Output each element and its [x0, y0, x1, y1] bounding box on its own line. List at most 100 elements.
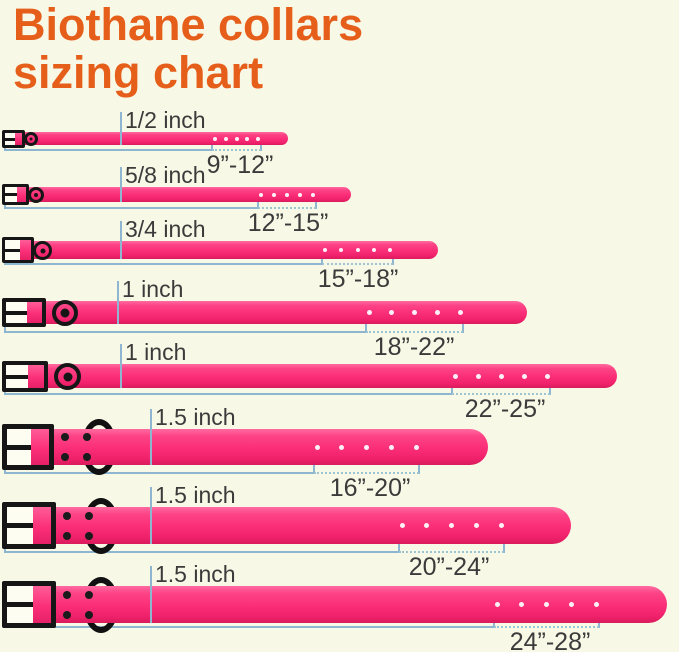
length-measure-line — [4, 393, 452, 395]
buckle-center-bar — [7, 523, 51, 528]
measure-tick-max — [392, 256, 394, 265]
adjustment-hole-icon — [499, 523, 504, 528]
collar-width-label: 1.5 inch — [155, 404, 236, 430]
adjust-range-dashed-line — [452, 393, 550, 395]
adjustment-hole-icon — [272, 193, 276, 197]
rivet-icon — [85, 532, 93, 540]
measure-tick-max — [418, 465, 420, 474]
collar-strap — [8, 132, 288, 145]
adjustment-hole-icon — [364, 445, 369, 450]
size-range-label: 20”-24” — [408, 553, 490, 581]
collar-width-label: 1 inch — [125, 339, 187, 365]
length-measure-line — [4, 626, 494, 628]
adjustment-hole-icon — [259, 193, 263, 197]
page-title-line2: sizing chart — [13, 47, 264, 98]
length-measure-line — [4, 263, 322, 265]
buckle-center-bar — [5, 193, 26, 196]
measure-tick-max — [503, 544, 505, 553]
buckle-frame-icon — [2, 581, 56, 628]
measure-tick-max — [462, 324, 464, 333]
buckle-frame-icon — [2, 502, 56, 549]
adjustment-hole-icon — [499, 374, 504, 379]
collar-width-label: 1.5 inch — [155, 561, 236, 587]
buckle-pin-icon — [29, 137, 33, 141]
buckle-frame-icon — [2, 184, 29, 205]
strap-keeper — [14, 133, 22, 145]
strap-keeper — [17, 187, 26, 202]
width-measure-line — [120, 112, 122, 145]
size-range-label: 12”-15” — [247, 209, 329, 237]
length-measure-line — [4, 551, 399, 553]
adjustment-hole-icon — [285, 193, 289, 197]
buckle-frame-icon — [2, 237, 34, 263]
buckle-pin-icon — [60, 308, 70, 318]
width-measure-line — [120, 221, 122, 259]
adjustment-hole-icon — [435, 310, 440, 315]
collar-strap — [8, 301, 527, 324]
adjustment-hole-icon — [339, 248, 343, 252]
width-measure-line — [150, 566, 152, 623]
adjustment-hole-icon — [388, 248, 392, 252]
adjustment-hole-icon — [224, 137, 228, 141]
measure-tick-max — [315, 200, 317, 209]
adjustment-hole-icon — [311, 193, 315, 197]
adjustment-hole-icon — [522, 374, 527, 379]
collar-strap — [8, 364, 617, 388]
rivet-icon — [85, 611, 93, 619]
measure-tick-min — [313, 465, 315, 474]
adjust-range-dashed-line — [314, 472, 419, 474]
adjustment-hole-icon — [367, 310, 372, 315]
width-measure-line — [150, 409, 152, 465]
rivet-icon — [63, 532, 71, 540]
buckle-frame-icon — [2, 298, 46, 327]
buckle-pin-icon — [40, 248, 45, 253]
size-range-label: 22”-25” — [464, 395, 546, 423]
adjust-range-dashed-line — [494, 626, 599, 628]
buckle-ring-icon — [33, 241, 52, 260]
length-measure-line — [4, 331, 366, 333]
strap-keeper — [26, 302, 42, 323]
collar-strap — [8, 187, 351, 202]
size-range-label: 18”-22” — [373, 333, 455, 361]
adjustment-hole-icon — [414, 445, 419, 450]
buckle-pin-icon — [63, 372, 72, 381]
width-measure-line — [120, 167, 122, 202]
buckle-center-bar — [7, 602, 51, 607]
adjustment-hole-icon — [453, 374, 458, 379]
adjustment-hole-icon — [519, 602, 524, 607]
buckle-center-bar — [6, 374, 44, 379]
collar-strap — [8, 507, 571, 544]
adjustment-hole-icon — [400, 523, 405, 528]
length-measure-line — [4, 207, 258, 209]
measure-tick-max — [549, 386, 551, 395]
rivet-icon — [63, 611, 71, 619]
collar-width-label: 1/2 inch — [125, 107, 206, 133]
adjust-range-dashed-line — [322, 263, 393, 265]
adjustment-hole-icon — [235, 137, 239, 141]
adjustment-hole-icon — [213, 137, 217, 141]
rivet-icon — [83, 433, 91, 441]
adjustment-hole-icon — [594, 602, 599, 607]
buckle-ring-icon — [28, 187, 44, 203]
buckle-frame-icon — [2, 424, 54, 470]
adjustment-hole-icon — [412, 310, 417, 315]
buckle-ring-icon — [54, 363, 81, 390]
collar-width-label: 5/8 inch — [125, 162, 206, 188]
adjustment-hole-icon — [424, 523, 429, 528]
measure-tick-min — [321, 256, 323, 265]
adjustment-hole-icon — [245, 137, 249, 141]
adjustment-hole-icon — [356, 248, 360, 252]
strap-keeper — [20, 240, 31, 260]
size-range-label: 15”-18” — [317, 265, 399, 293]
adjustment-hole-icon — [495, 602, 500, 607]
adjustment-hole-icon — [474, 523, 479, 528]
buckle-center-bar — [5, 248, 31, 252]
adjustment-hole-icon — [476, 374, 481, 379]
size-range-label: 16”-20” — [329, 474, 411, 502]
collar-width-label: 1 inch — [122, 276, 184, 302]
length-measure-line — [4, 149, 212, 151]
adjustment-hole-icon — [544, 602, 549, 607]
rivet-icon — [63, 512, 71, 520]
adjust-range-dashed-line — [258, 207, 316, 209]
